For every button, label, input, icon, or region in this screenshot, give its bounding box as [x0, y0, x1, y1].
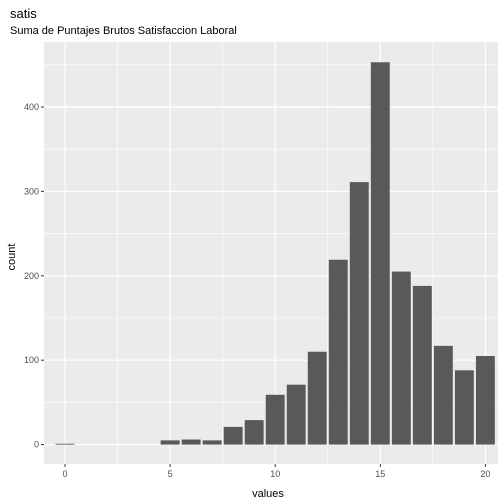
y-tick-label: 0 [34, 440, 39, 450]
y-tick-label: 200 [24, 271, 39, 281]
bar-18 [433, 345, 453, 445]
y-axis: 0 100 200 300 400 [24, 102, 44, 450]
y-tick-label: 100 [24, 355, 39, 365]
bar-20 [475, 355, 495, 445]
bar-9 [244, 420, 264, 445]
bar-0 [55, 443, 75, 445]
bar-19 [454, 370, 474, 445]
x-tick-label: 15 [375, 469, 385, 479]
x-axis: 0 5 10 15 20 [63, 464, 490, 479]
x-tick-label: 5 [168, 469, 173, 479]
bar-14 [349, 182, 369, 445]
bar-17 [412, 285, 432, 445]
bar-13 [328, 259, 348, 445]
bar-7 [202, 440, 222, 445]
bar-8 [223, 426, 243, 445]
chart-title: satis [10, 6, 37, 21]
y-tick-label: 300 [24, 186, 39, 196]
bar-11 [286, 384, 306, 445]
x-tick-label: 0 [63, 469, 68, 479]
bar-6 [181, 439, 201, 445]
bar-12 [307, 351, 327, 445]
bars [55, 62, 495, 445]
x-axis-title: values [252, 488, 284, 500]
minor-gridlines [44, 42, 498, 464]
x-tick-label: 10 [270, 469, 280, 479]
major-gridlines [44, 42, 498, 464]
bar-10 [265, 394, 285, 445]
bar-5 [160, 440, 180, 445]
chart-subtitle: Suma de Puntajes Brutos Satisfaccion Lab… [10, 25, 237, 37]
bar-15 [370, 62, 390, 445]
bar-16 [391, 271, 411, 445]
x-tick-label: 20 [480, 469, 490, 479]
y-axis-title: count [6, 244, 18, 271]
y-tick-label: 400 [24, 102, 39, 112]
